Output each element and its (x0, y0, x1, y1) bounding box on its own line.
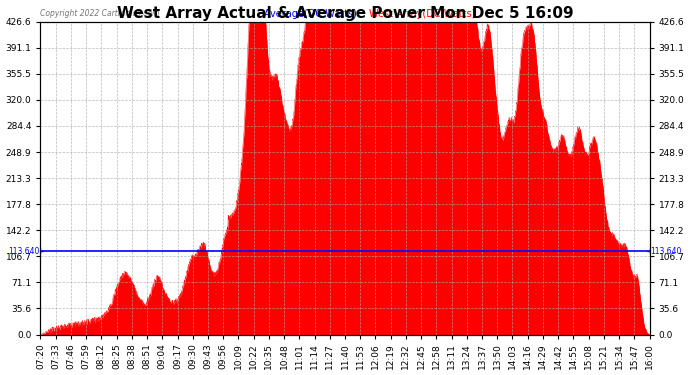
Title: West Array Actual & Average Power Mon Dec 5 16:09: West Array Actual & Average Power Mon De… (117, 6, 573, 21)
Text: Copyright 2022 Cartronics.com: Copyright 2022 Cartronics.com (41, 9, 160, 18)
Text: 113.640: 113.640 (8, 247, 40, 256)
Text: West Array(DC Watts): West Array(DC Watts) (369, 9, 475, 19)
Text: Average(DC Watts): Average(DC Watts) (264, 9, 357, 19)
Text: 113.640: 113.640 (650, 247, 682, 256)
